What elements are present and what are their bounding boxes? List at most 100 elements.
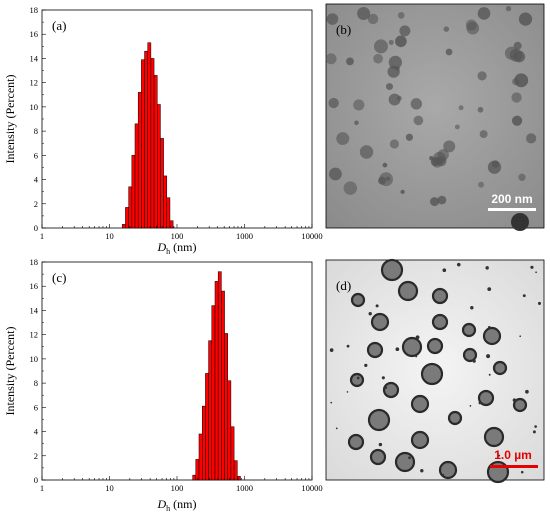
particle-d — [482, 326, 502, 346]
particle-b — [395, 66, 400, 71]
particle-d — [397, 280, 419, 302]
particle-b — [373, 53, 383, 64]
particle-b — [518, 173, 526, 181]
particle-b — [399, 25, 411, 37]
y-tick-label-c-1: 2 — [34, 451, 38, 461]
histogram-chart-c: 1 10 100 1000 10000 0 2 4 6 8 10 12 14 16 18 (c) Inte… — [3, 257, 323, 513]
particle-d — [347, 433, 365, 451]
bar-c-6 — [211, 305, 216, 481]
plot-area-a — [41, 9, 313, 229]
y-tick-label-a-7: 14 — [30, 53, 39, 63]
bar-a-8 — [147, 42, 152, 229]
bar-a-10 — [153, 75, 158, 229]
dot-d — [537, 301, 542, 305]
dot-d — [530, 265, 534, 269]
x-tick-label-a-2: 100 — [171, 231, 184, 241]
particle-b — [400, 189, 405, 195]
dot-d — [442, 268, 447, 273]
bar-a-0 — [121, 224, 126, 229]
bar-c-10 — [224, 333, 228, 481]
particle-b — [413, 115, 424, 126]
bar-c-8 — [217, 271, 222, 481]
x-tick-label-c-0: 1 — [40, 483, 44, 493]
y-tick-label-c-7: 14 — [30, 305, 39, 315]
dot-d — [378, 442, 383, 447]
dot-d — [364, 363, 368, 368]
x-axis-symbol-c: D — [157, 497, 167, 511]
scale-bar-b — [488, 208, 536, 211]
particle-d — [367, 408, 391, 432]
bar-a-3 — [131, 155, 136, 229]
particle-b — [454, 124, 460, 130]
bars-a — [121, 42, 174, 229]
particle-b — [437, 195, 447, 205]
bar-a-9 — [150, 58, 155, 229]
particle-b — [388, 39, 394, 45]
y-ticks-a: 0 2 4 6 8 10 12 14 16 18 — [30, 5, 46, 233]
x-tick-label-a-0: 1 — [40, 231, 44, 241]
particle-d — [349, 372, 365, 388]
histogram-chart-a: 1 10 100 1000 10000 0 2 4 6 8 10 12 14 16 18 (a) Inte… — [3, 5, 323, 256]
bar-a-7 — [144, 50, 148, 229]
particle-d — [410, 430, 430, 450]
dot-d — [456, 262, 461, 267]
dot-d — [487, 325, 491, 329]
bar-c-9 — [221, 290, 225, 481]
particle-b — [513, 41, 522, 50]
bar-c-3 — [202, 405, 206, 481]
particle-b — [336, 132, 350, 146]
particle-b — [343, 181, 358, 195]
dot-d — [384, 386, 388, 390]
micrograph-d: (d) 1.0 µm — [325, 258, 545, 484]
particle-b — [410, 98, 423, 110]
particle-d — [492, 360, 508, 376]
y-ticks-c: 0 2 4 6 8 10 12 14 16 18 — [30, 257, 46, 485]
y-tick-label-c-9: 18 — [30, 257, 39, 267]
particle-b — [443, 140, 456, 153]
particle-b — [430, 197, 440, 207]
particle-b — [357, 7, 371, 21]
dot-d — [535, 271, 537, 274]
particle-b — [511, 213, 529, 231]
dot-d — [356, 376, 360, 380]
particle-b — [405, 133, 414, 141]
panel-label-c: (c) — [52, 270, 66, 285]
particle-d — [431, 313, 449, 331]
dot-d — [522, 294, 526, 298]
y-tick-label-c-3: 6 — [34, 402, 38, 412]
panel-label-d: (d) — [336, 278, 351, 293]
scale-bar-label-d: 1.0 µm — [494, 448, 532, 462]
dot-d — [329, 348, 334, 352]
x-ticks-c: 1 10 100 1000 10000 — [40, 476, 323, 493]
dot-d — [497, 454, 501, 457]
y-axis-title-c: Intensity (Percent) — [3, 327, 17, 416]
y-tick-label-c-0: 0 — [34, 475, 38, 485]
dot-d — [408, 456, 411, 460]
dot-d — [395, 347, 400, 352]
bar-c-0 — [192, 474, 197, 481]
y-tick-label-c-2: 4 — [34, 427, 39, 437]
particle-b — [511, 115, 523, 126]
y-tick-label-a-4: 8 — [34, 126, 38, 136]
particle-b — [385, 83, 393, 91]
dot-d — [472, 359, 476, 363]
x-axis-unit-a: (nm) — [170, 240, 196, 254]
particle-d — [369, 448, 387, 466]
particle-b — [445, 48, 453, 56]
particle-d — [370, 312, 390, 332]
dot-d — [519, 335, 522, 338]
bar-c-2 — [198, 433, 203, 481]
particle-b — [477, 106, 484, 113]
particle-b — [346, 57, 354, 66]
particle-b — [511, 92, 522, 103]
particles-d — [329, 258, 542, 484]
particle-b — [389, 139, 399, 149]
particle-b — [397, 12, 405, 19]
particle-b — [513, 50, 526, 63]
particle-b — [458, 105, 464, 111]
bar-c-4 — [205, 373, 209, 481]
particle-b — [477, 71, 487, 81]
particle-b — [385, 176, 391, 181]
dot-d — [381, 376, 385, 380]
